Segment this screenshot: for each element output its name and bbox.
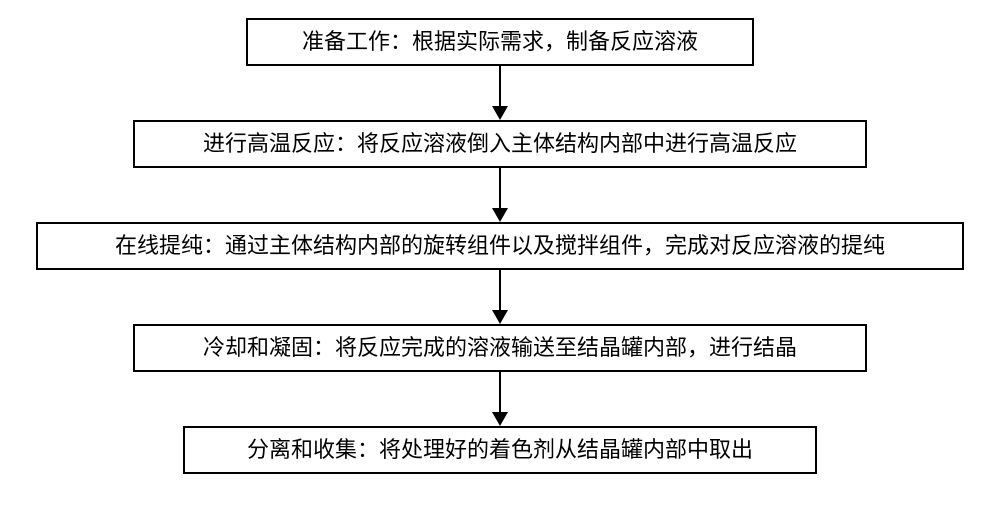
arrow-line xyxy=(499,66,501,108)
flowchart-arrow xyxy=(490,372,510,426)
flowchart-arrow xyxy=(490,66,510,120)
arrow-head xyxy=(492,412,508,426)
node-text: 冷却和凝固：将反应完成的溶液输送至结晶罐内部，进行结晶 xyxy=(203,333,797,364)
flowchart-arrow xyxy=(490,270,510,324)
arrow-head xyxy=(492,106,508,120)
arrow-line xyxy=(499,270,501,312)
flowchart-node: 在线提纯：通过主体结构内部的旋转组件以及搅拌组件，完成对反应溶液的提纯 xyxy=(36,222,964,270)
flowchart-node: 冷却和凝固：将反应完成的溶液输送至结晶罐内部，进行结晶 xyxy=(133,324,867,372)
flowchart-node: 进行高温反应：将反应溶液倒入主体结构内部中进行高温反应 xyxy=(133,120,867,168)
flowchart-node: 准备工作：根据实际需求，制备反应溶液 xyxy=(246,18,754,66)
node-text: 准备工作：根据实际需求，制备反应溶液 xyxy=(302,27,698,58)
arrow-head xyxy=(492,208,508,222)
flowchart-arrow xyxy=(490,168,510,222)
arrow-head xyxy=(492,310,508,324)
node-text: 分离和收集：将处理好的着色剂从结晶罐内部中取出 xyxy=(247,435,753,466)
flowchart-container: 准备工作：根据实际需求，制备反应溶液 进行高温反应：将反应溶液倒入主体结构内部中… xyxy=(0,0,1000,520)
node-text: 进行高温反应：将反应溶液倒入主体结构内部中进行高温反应 xyxy=(203,129,797,160)
arrow-line xyxy=(499,168,501,210)
node-text: 在线提纯：通过主体结构内部的旋转组件以及搅拌组件，完成对反应溶液的提纯 xyxy=(115,231,885,262)
flowchart-node: 分离和收集：将处理好的着色剂从结晶罐内部中取出 xyxy=(183,426,817,474)
arrow-line xyxy=(499,372,501,414)
